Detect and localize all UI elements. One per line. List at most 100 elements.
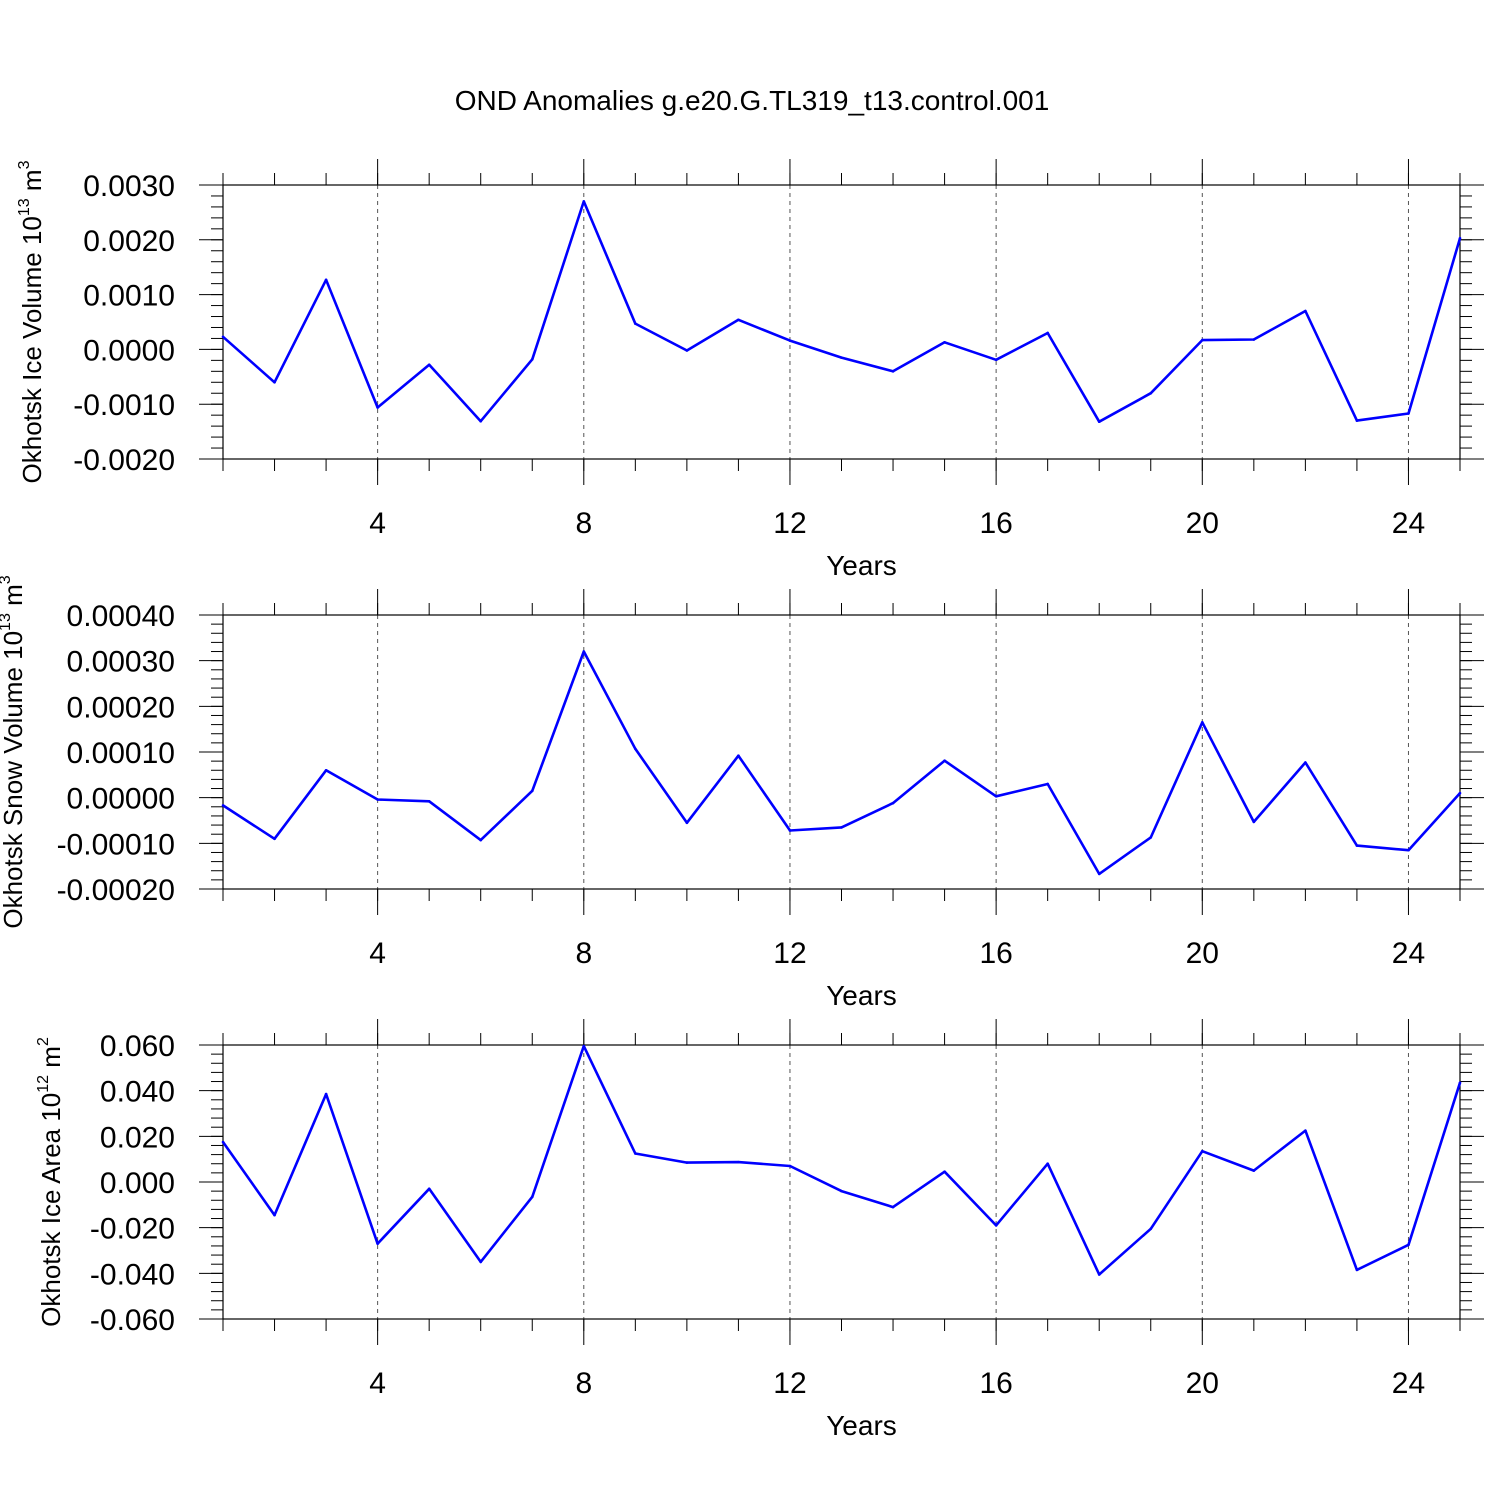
plot-frame — [222, 1044, 1461, 1320]
y-tick-label: 0.00040 — [67, 600, 175, 633]
data-point — [737, 1160, 740, 1164]
y-tick-label: 0.0030 — [83, 170, 175, 203]
data-point — [221, 804, 225, 807]
data-point — [1252, 1169, 1256, 1172]
y-tick-label: 0.00030 — [67, 646, 175, 679]
y-tick-label: -0.00020 — [57, 874, 175, 907]
x-tick-label: 8 — [575, 937, 592, 970]
y-tick-label: -0.0020 — [73, 444, 175, 477]
data-point — [891, 801, 895, 805]
data-point — [1355, 844, 1359, 847]
data-point — [685, 1161, 689, 1164]
y-axis-label: Okhotsk Ice Volume 1013 m3 — [16, 160, 47, 483]
plot-frame — [222, 184, 1461, 460]
data-point — [840, 1189, 843, 1193]
x-tick-label: 8 — [575, 507, 592, 540]
x-tick-label: 24 — [1392, 1367, 1425, 1400]
y-tick-label: -0.0010 — [73, 389, 175, 422]
y-tick-label: 0.060 — [100, 1030, 175, 1063]
data-point — [1200, 1149, 1204, 1153]
data-point — [273, 380, 276, 384]
data-series-line — [221, 1044, 1462, 1276]
data-point — [1200, 338, 1204, 342]
data-point — [891, 1205, 895, 1209]
x-tick-label: 16 — [979, 507, 1012, 540]
data-point — [685, 821, 689, 825]
x-axis-label: Years — [826, 1410, 897, 1441]
x-tick-label: 20 — [1186, 1367, 1219, 1400]
y-tick-label: 0.0020 — [83, 225, 175, 258]
x-tick-label: 20 — [1186, 507, 1219, 540]
x-tick-label: 8 — [575, 1367, 592, 1400]
x-tick-label: 4 — [369, 937, 386, 970]
data-point — [994, 358, 998, 362]
data-point — [994, 794, 998, 798]
y-tick-label: -0.020 — [90, 1213, 175, 1246]
y-tick-label: -0.040 — [90, 1258, 175, 1291]
data-point — [994, 1224, 998, 1227]
data-point — [221, 335, 225, 339]
y-axis-label: Okhotsk Snow Volume 1013 m3 — [0, 575, 28, 928]
data-point — [427, 1187, 431, 1191]
data-point — [737, 754, 740, 757]
x-tick-label: 12 — [773, 1367, 806, 1400]
data-point — [1046, 782, 1049, 786]
data-point — [943, 1170, 946, 1174]
y-tick-label: 0.040 — [100, 1076, 175, 1109]
y-tick-label: 0.00020 — [67, 691, 175, 724]
data-point — [1407, 848, 1410, 852]
data-point — [1304, 761, 1307, 764]
plot-frame — [222, 614, 1461, 890]
y-tick-label: 0.000 — [100, 1167, 175, 1200]
data-point — [1355, 1268, 1359, 1272]
data-point — [1304, 309, 1307, 313]
data-point — [1252, 338, 1256, 341]
data-point — [634, 322, 637, 325]
y-tick-label: 0.0010 — [83, 280, 175, 313]
x-tick-label: 20 — [1186, 937, 1219, 970]
data-point — [1097, 872, 1101, 876]
data-point — [840, 356, 843, 359]
data-point — [788, 1164, 792, 1168]
data-point — [376, 798, 379, 801]
data-point — [1458, 791, 1462, 795]
data-point — [1355, 419, 1359, 422]
panel-2: 4 8 12 16 20 24 -0.00020 -0.00010 0.00000 0.00010… — [0, 575, 1484, 1011]
data-point — [582, 1044, 586, 1048]
data-point — [634, 747, 637, 751]
data-point — [943, 759, 946, 762]
x-axis-label: Years — [826, 980, 897, 1011]
data-point — [891, 370, 895, 373]
data-point — [1097, 1273, 1101, 1276]
panel-3: 4 8 12 16 20 24 -0.060 -0.040 -0.020 0.000 0.020 0.… — [35, 1019, 1484, 1441]
data-point — [1149, 391, 1153, 395]
data-point — [273, 1213, 276, 1217]
data-point — [1046, 331, 1049, 335]
data-point — [737, 318, 740, 322]
x-tick-label: 12 — [773, 507, 806, 540]
data-point — [1200, 721, 1204, 724]
x-tick-label: 24 — [1392, 507, 1425, 540]
y-tick-label: 0.00010 — [67, 737, 175, 770]
data-point — [840, 826, 843, 829]
data-point — [582, 200, 586, 203]
data-point — [221, 1140, 225, 1144]
data-point — [324, 1092, 328, 1096]
x-tick-label: 4 — [369, 1367, 386, 1400]
data-point — [1458, 236, 1462, 240]
data-point — [479, 1260, 483, 1264]
data-point — [427, 363, 431, 367]
data-point — [427, 800, 431, 803]
x-tick-label: 4 — [369, 507, 386, 540]
x-tick-label: 16 — [979, 937, 1012, 970]
data-point — [376, 406, 379, 409]
panel-1: 4 8 12 16 20 24 -0.0020 -0.0010 0.0000 0.0010 0.00… — [16, 159, 1484, 581]
data-point — [788, 339, 792, 342]
data-point — [530, 357, 534, 361]
data-point — [324, 278, 328, 282]
data-point — [1149, 1227, 1153, 1231]
y-tick-label: 0.0000 — [83, 334, 175, 367]
data-point — [1407, 412, 1410, 415]
y-tick-label: -0.060 — [90, 1304, 175, 1337]
